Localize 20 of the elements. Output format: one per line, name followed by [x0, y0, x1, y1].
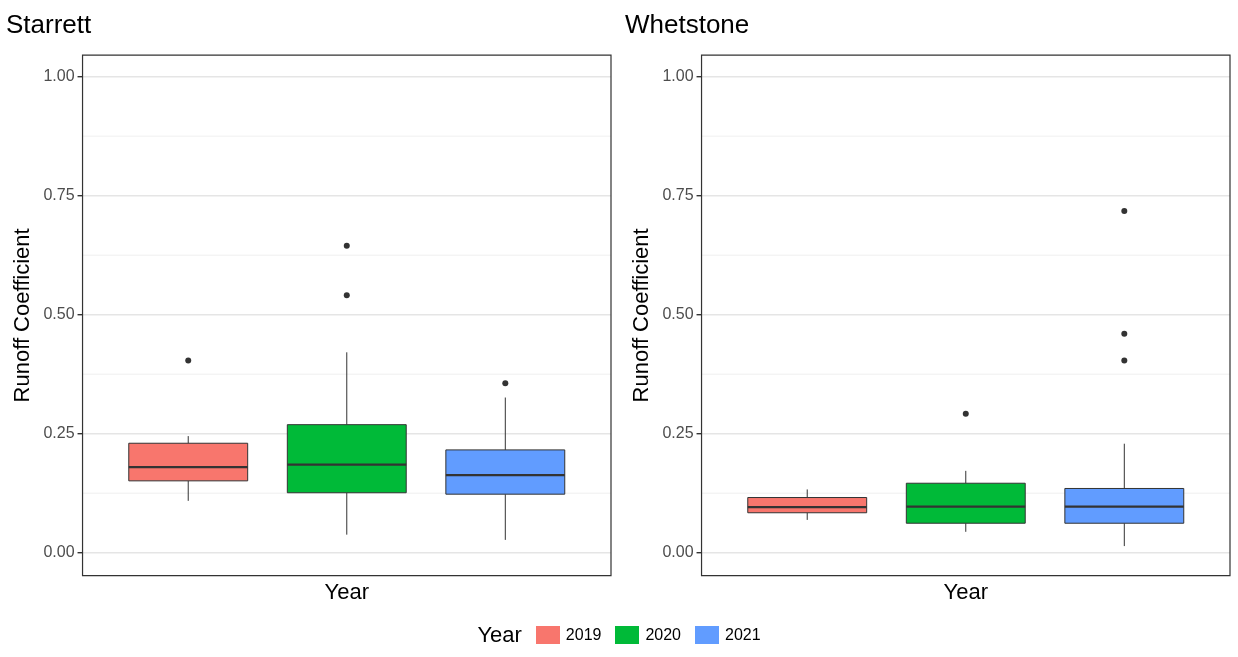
y-tick-label: 0.25	[43, 424, 75, 442]
legend-label: 2020	[645, 626, 682, 644]
legend-label: 2019	[565, 626, 602, 644]
legend-label: 2021	[725, 626, 761, 644]
x-axis-title: Year	[324, 578, 369, 604]
chart-title: Whetstone	[625, 8, 750, 39]
x-axis-title: Year	[943, 578, 988, 604]
y-tick-label: 0.50	[43, 305, 75, 323]
y-tick-label: 0.25	[662, 424, 694, 442]
y-axis-title: Runoff Coefficient	[628, 228, 654, 403]
y-tick-label: 0.00	[43, 543, 75, 561]
chart-title: Starrett	[6, 8, 93, 39]
legend-title: Year	[477, 622, 522, 648]
y-tick-label: 0.75	[43, 186, 75, 204]
y-tick-label: 0.75	[662, 186, 694, 204]
y-tick-label: 1.00	[43, 67, 75, 85]
y-tick-label: 0.50	[662, 305, 694, 323]
y-tick-label: 1.00	[662, 67, 694, 85]
y-axis-title: Runoff Coefficient	[9, 228, 35, 403]
y-tick-label: 0.00	[662, 543, 694, 561]
